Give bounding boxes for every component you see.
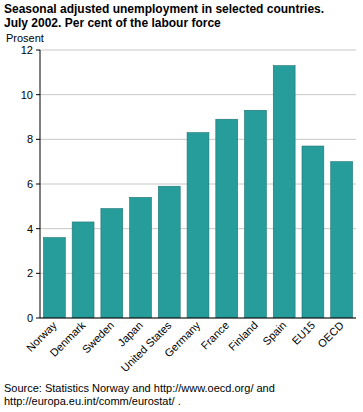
- y-tick-label: 6: [27, 178, 33, 190]
- y-tick-label: 8: [27, 133, 33, 145]
- grid-line: [40, 50, 356, 51]
- grid-line: [40, 318, 356, 319]
- x-tick-label: Finland: [226, 319, 260, 353]
- x-axis: [40, 318, 356, 319]
- bar: [245, 110, 267, 318]
- y-tick-label: 10: [21, 89, 33, 101]
- y-tick: [36, 139, 40, 140]
- x-tick-label: Sweden: [80, 319, 117, 356]
- y-tick: [36, 50, 40, 51]
- x-tick-label: France: [198, 319, 231, 352]
- bar: [101, 209, 123, 318]
- bar: [302, 146, 324, 318]
- y-tick-label: 0: [27, 312, 33, 324]
- source: Source: Statistics Norway and http://www…: [4, 382, 354, 408]
- grid-line: [40, 94, 356, 95]
- x-tick-label: OECD: [315, 319, 346, 350]
- bar: [187, 133, 209, 318]
- y-tick: [36, 273, 40, 274]
- y-tick: [36, 318, 40, 319]
- bar: [72, 222, 94, 318]
- bar: [130, 197, 152, 318]
- y-axis-label: Prosent: [6, 32, 44, 44]
- bar: [43, 238, 65, 318]
- x-tick-label: Denmark: [47, 319, 87, 359]
- chart: 024681012ProsentNorwayDenmarkSwedenJapan…: [0, 0, 363, 412]
- bars: [43, 66, 352, 318]
- y-tick: [36, 94, 40, 95]
- x-tick-label: Spain: [260, 319, 288, 347]
- y-tick-label: 12: [21, 44, 33, 56]
- y-tick-label: 2: [27, 267, 33, 279]
- y-tick: [36, 228, 40, 229]
- bar: [216, 119, 238, 318]
- title: Seasonal adjusted unemployment in select…: [4, 2, 344, 30]
- x-tick-label: EU15: [289, 319, 317, 347]
- y-axis: [40, 50, 41, 318]
- bar: [273, 66, 295, 318]
- y-tick-label: 4: [27, 223, 33, 235]
- y-tick: [36, 184, 40, 185]
- bar: [331, 162, 353, 318]
- bar: [158, 186, 180, 318]
- x-tick-label: Germany: [162, 319, 203, 360]
